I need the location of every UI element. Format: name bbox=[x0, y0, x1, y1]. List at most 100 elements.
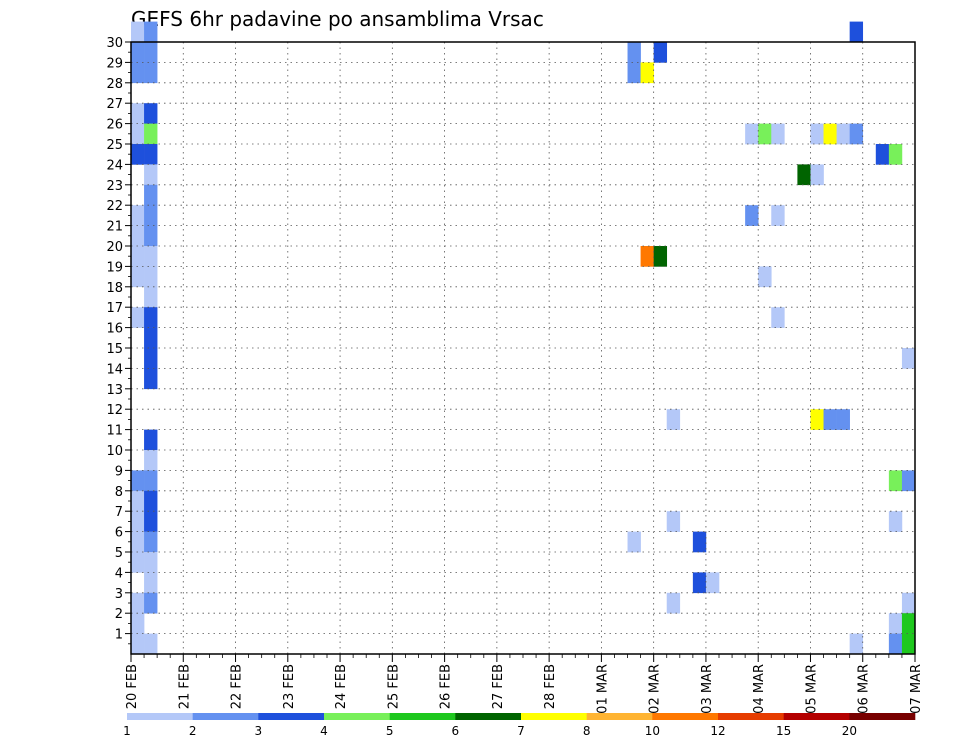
colorbar-label: 1 bbox=[123, 724, 131, 738]
y-tick-label: 6 bbox=[115, 526, 123, 541]
y-tick-label: 12 bbox=[106, 403, 123, 418]
heatmap-cell bbox=[810, 123, 824, 145]
heatmap-cell bbox=[131, 62, 145, 84]
heatmap-cell bbox=[758, 123, 772, 145]
y-tick-label: 7 bbox=[115, 505, 123, 520]
heatmap-cell bbox=[888, 511, 903, 532]
heatmap-cell bbox=[144, 266, 158, 288]
colorbar-swatch bbox=[718, 713, 784, 720]
colorbar-swatch bbox=[849, 713, 916, 720]
x-tick-label: 23 FEB bbox=[282, 664, 297, 709]
y-tick-label: 8 bbox=[115, 485, 123, 500]
colorbar-swatch bbox=[652, 713, 719, 720]
heatmap-cell bbox=[823, 123, 837, 145]
heatmap-cell bbox=[144, 490, 158, 512]
y-tick-label: 23 bbox=[106, 179, 123, 194]
y-tick-label: 5 bbox=[115, 546, 123, 561]
x-tick-label: 06 MAR bbox=[857, 664, 872, 714]
heatmap-cell bbox=[131, 307, 145, 328]
heatmap-cell bbox=[810, 409, 824, 430]
y-tick-label: 1 bbox=[115, 628, 123, 643]
x-tick-label: 04 MAR bbox=[752, 664, 767, 714]
heatmap-cell bbox=[849, 633, 864, 655]
heatmap-cell bbox=[771, 123, 785, 145]
y-tick-label: 17 bbox=[106, 301, 123, 316]
heatmap-cell bbox=[144, 572, 158, 594]
heatmap-cell bbox=[131, 531, 145, 553]
y-tick-label: 10 bbox=[106, 444, 123, 459]
heatmap-cell bbox=[144, 123, 158, 145]
heatmap-cell bbox=[705, 572, 720, 594]
y-tick-label: 24 bbox=[106, 158, 123, 173]
heatmap-cell bbox=[144, 286, 158, 308]
heatmap-cell bbox=[144, 511, 158, 532]
heatmap-cell bbox=[771, 307, 785, 328]
heatmap-cell bbox=[901, 613, 916, 634]
heatmap-cell bbox=[888, 144, 903, 165]
heatmap-cell bbox=[144, 184, 158, 206]
y-tick-label: 3 bbox=[115, 587, 123, 602]
x-tick-label: 27 FEB bbox=[491, 664, 506, 709]
heatmap-cell bbox=[836, 123, 850, 145]
heatmap-cell bbox=[888, 613, 903, 634]
heatmap-cell bbox=[131, 613, 145, 634]
colorbar-swatch bbox=[324, 713, 390, 720]
heatmap-cell bbox=[131, 633, 145, 655]
heatmap-cell bbox=[131, 511, 145, 532]
y-tick-label: 2 bbox=[115, 607, 123, 622]
heatmap-cell bbox=[627, 531, 641, 553]
heatmap-cell bbox=[144, 225, 158, 247]
heatmap-cell bbox=[901, 633, 916, 655]
heatmap-cell bbox=[771, 205, 785, 226]
heatmap-cell bbox=[131, 552, 145, 573]
y-tick-label: 14 bbox=[106, 362, 123, 377]
x-tick-label: 24 FEB bbox=[334, 664, 349, 709]
heatmap-cell bbox=[144, 103, 158, 124]
colorbar-label: 10 bbox=[645, 724, 660, 738]
heatmap-cell bbox=[131, 42, 145, 63]
heatmap-cell bbox=[810, 164, 824, 186]
heatmap-cell bbox=[131, 592, 145, 614]
heatmap-cell bbox=[144, 307, 158, 328]
heatmap-cell bbox=[666, 511, 681, 532]
heatmap-cell bbox=[640, 62, 654, 84]
heatmap-cell bbox=[745, 123, 759, 145]
heatmap-cell bbox=[875, 144, 890, 165]
heatmap-cell bbox=[901, 592, 916, 614]
heatmap-cell bbox=[144, 62, 158, 84]
x-tick-label: 28 FEB bbox=[543, 664, 558, 709]
colorbar-legend: 1 2 3 4 5 6 7 8 10 12 15 20 bbox=[123, 713, 916, 738]
heatmap-cell bbox=[131, 123, 145, 145]
heatmap-cell bbox=[653, 246, 668, 267]
heatmap-cell bbox=[849, 123, 864, 145]
heatmap-cell bbox=[666, 409, 681, 430]
x-tick-label: 02 MAR bbox=[648, 664, 663, 714]
colorbar-swatch bbox=[783, 713, 850, 720]
colorbar-swatch bbox=[521, 713, 587, 720]
x-axis: 20 FEB 21 FEB 22 FEB 23 FEB 24 FEB 25 FEB 26 F… bbox=[125, 654, 924, 714]
heatmap-cell bbox=[144, 246, 158, 267]
heatmap-cell bbox=[144, 470, 158, 492]
grid-lines bbox=[131, 42, 916, 654]
x-tick-label: 03 MAR bbox=[700, 664, 715, 714]
heatmap-cell bbox=[745, 205, 759, 226]
heatmap-cell bbox=[692, 531, 707, 553]
y-tick-label: 16 bbox=[106, 322, 123, 337]
y-tick-label: 21 bbox=[106, 220, 123, 235]
x-tick-label: 22 FEB bbox=[230, 664, 245, 709]
colorbar-label: 3 bbox=[255, 724, 263, 738]
colorbar-swatch bbox=[192, 713, 259, 720]
heatmap-cell bbox=[144, 531, 158, 553]
x-tick-label: 25 FEB bbox=[386, 664, 401, 709]
heatmap-cell bbox=[131, 470, 145, 492]
colorbar-label: 2 bbox=[189, 724, 197, 738]
heatmap-cell bbox=[797, 164, 811, 186]
heatmap-cell bbox=[131, 246, 145, 267]
colorbar-label: 12 bbox=[710, 724, 725, 738]
y-tick-label: 22 bbox=[106, 199, 123, 214]
heatmap-cell bbox=[888, 470, 903, 492]
colorbar-swatch bbox=[127, 713, 193, 720]
y-tick-label: 25 bbox=[106, 138, 123, 153]
colorbar-label: 6 bbox=[452, 724, 460, 738]
